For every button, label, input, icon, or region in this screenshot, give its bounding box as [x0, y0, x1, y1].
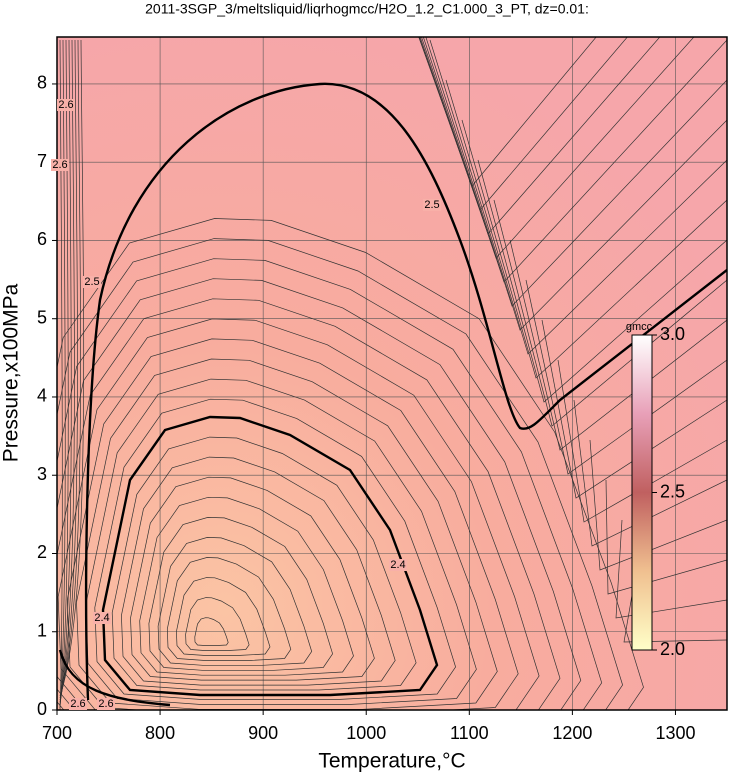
contour-line [85, 378, 477, 705]
contour-line [605, 479, 727, 595]
y-tick-label: 4 [37, 386, 47, 406]
contour-line [461, 119, 727, 379]
contour-line [194, 617, 229, 646]
y-tick-label: 0 [37, 699, 47, 719]
contour-line [429, 39, 727, 331]
contour-label: 2.5 [84, 276, 99, 288]
y-tick-label: 6 [37, 229, 47, 249]
x-tick-label: 700 [42, 723, 72, 743]
contour-label-bg [51, 159, 69, 171]
plot-frame [56, 36, 728, 711]
contour-label: 2.6 [98, 698, 113, 710]
y-tick-label: 2 [37, 542, 47, 562]
contour-label-bg [83, 276, 101, 288]
contour-line [573, 399, 727, 547]
contour-line [425, 37, 727, 307]
x-tick-label: 1200 [552, 723, 592, 743]
contour-line [57, 258, 603, 710]
contour-line [59, 39, 75, 703]
contour-line [166, 557, 292, 661]
contour-line [121, 456, 396, 686]
contour-line [59, 39, 66, 709]
contour-line [176, 577, 271, 656]
colorbar-tick-label: 2.0 [660, 639, 685, 659]
contour-line [111, 436, 417, 691]
y-tick-label: 5 [37, 307, 47, 327]
contour-line [59, 39, 78, 701]
x-tick-label: 1100 [450, 723, 489, 743]
contour-label-bg [97, 698, 115, 710]
chart-title: 2011-3SGP_3/meltsliquid/liqrhogmcc/H2O_1… [145, 1, 589, 17]
contour-label-bg [389, 559, 407, 571]
contour-line [445, 79, 727, 355]
contour-line [615, 519, 727, 619]
contour-line [57, 278, 582, 710]
contour-line [541, 319, 727, 499]
colorbar-tick-label: 2.5 [660, 481, 685, 501]
x-tick-label: 1000 [346, 723, 386, 743]
contour-line [57, 238, 623, 710]
contour-label-bg [93, 612, 111, 624]
contour-line [589, 439, 727, 571]
contour-label: 2.4 [390, 559, 405, 571]
contour-line [477, 159, 727, 403]
y-tick-label: 7 [37, 151, 47, 171]
contour-line [185, 597, 250, 651]
y-axis-label: Pressure,x100MPa [0, 283, 23, 462]
colorbar [631, 334, 653, 651]
contour-label: 2.5 [424, 199, 439, 211]
x-tick-label: 1300 [655, 723, 695, 743]
contour-label: 2.6 [52, 159, 67, 171]
x-axis-label: Temperature,°C [318, 750, 465, 773]
x-tick-label: 800 [145, 723, 175, 743]
contour-line [59, 39, 81, 699]
y-tick-label: 1 [37, 620, 47, 640]
contour-line [57, 298, 561, 710]
colorbar-tick-label: 3.0 [660, 324, 685, 344]
contour-line [58, 82, 727, 707]
contour-label: 2.6 [58, 99, 73, 111]
contour-line [57, 218, 644, 710]
contour-line [59, 39, 85, 697]
contour-line [157, 537, 313, 666]
y-tick-label: 3 [37, 464, 47, 484]
contour-label-bg [57, 99, 75, 111]
contour-line [139, 496, 354, 676]
contour-line [130, 476, 375, 681]
colorbar-label: gmcc [626, 321, 653, 333]
contour-line [66, 338, 519, 710]
contour-label: 2.6 [70, 698, 85, 710]
contour-line [148, 517, 333, 671]
plot-background [57, 37, 727, 710]
contour-line [57, 318, 540, 710]
contour-line [509, 239, 727, 451]
contour-label: 2.4 [94, 612, 109, 624]
contour-line [76, 358, 498, 710]
contour-line [557, 359, 727, 523]
contour-line [493, 199, 727, 427]
contour-label-bg [69, 698, 87, 710]
y-tick-label: 8 [37, 73, 47, 93]
contour-line [94, 398, 456, 700]
contour-line [59, 39, 69, 707]
contour-line [525, 279, 727, 475]
x-tick-label: 900 [248, 723, 278, 743]
contour-line [59, 39, 72, 705]
contour-label-bg [423, 199, 441, 211]
